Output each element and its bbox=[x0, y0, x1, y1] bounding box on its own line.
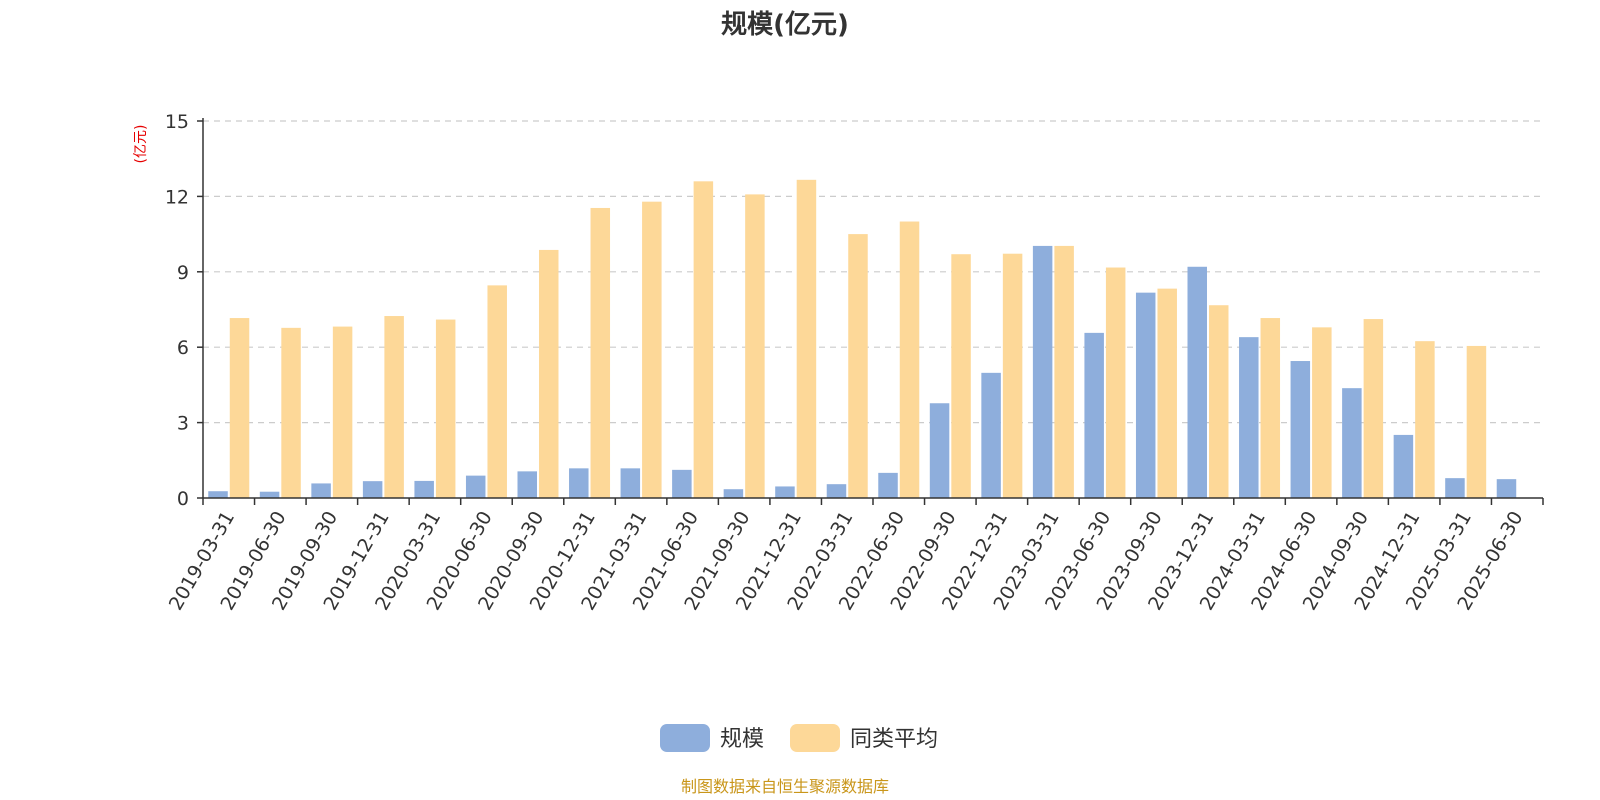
bar-peer-average bbox=[1415, 341, 1435, 498]
legend[interactable]: 规模 同类平均 bbox=[660, 724, 938, 752]
bar-size bbox=[259, 491, 280, 498]
bar-peer-average bbox=[487, 285, 507, 498]
y-tick-label: 6 bbox=[177, 337, 189, 359]
bar-series bbox=[208, 179, 1517, 499]
bar-peer-average bbox=[899, 221, 920, 499]
bar-peer-average bbox=[229, 318, 250, 498]
bar-size bbox=[208, 491, 228, 498]
bar-peer-average bbox=[384, 316, 404, 498]
bar-size bbox=[569, 468, 589, 498]
bar-peer-average bbox=[848, 234, 868, 498]
bar-peer-average bbox=[1260, 318, 1281, 498]
bar-size bbox=[723, 489, 744, 498]
bar-size bbox=[775, 486, 795, 498]
chart-title: 规模(亿元) bbox=[721, 10, 849, 40]
bar-peer-average bbox=[1054, 245, 1074, 498]
bar-peer-average bbox=[693, 181, 714, 498]
bar-peer-average bbox=[1466, 345, 1487, 498]
bar-peer-average bbox=[796, 179, 817, 498]
data-source-note: 制图数据来自恒生聚源数据库 bbox=[681, 777, 889, 796]
bar-size bbox=[1393, 434, 1414, 498]
bar-peer-average bbox=[435, 319, 456, 498]
bar-peer-average bbox=[642, 201, 662, 499]
y-tick-label: 3 bbox=[177, 413, 189, 435]
bar-size bbox=[1187, 266, 1207, 498]
bar-size bbox=[929, 403, 950, 498]
legend-label: 规模 bbox=[720, 727, 764, 752]
gridlines bbox=[203, 120, 1543, 424]
bar-size bbox=[414, 480, 434, 498]
bar-peer-average bbox=[1157, 288, 1177, 498]
bar-size bbox=[311, 483, 331, 498]
legend-label: 同类平均 bbox=[850, 727, 938, 752]
y-axis-ticks: 0 3 6 9 12 15 bbox=[165, 111, 203, 510]
bar-size bbox=[1135, 292, 1156, 498]
bar-peer-average bbox=[1312, 327, 1332, 498]
bar-peer-average bbox=[539, 249, 559, 498]
bar-peer-average bbox=[1002, 253, 1023, 498]
bar-size bbox=[878, 472, 898, 498]
bar-peer-average bbox=[590, 207, 611, 498]
bar-peer-average bbox=[332, 326, 353, 498]
bar-size bbox=[826, 484, 847, 498]
bar-size bbox=[1496, 479, 1517, 498]
bar-size bbox=[1239, 337, 1259, 498]
bar-peer-average bbox=[951, 254, 971, 498]
y-tick-label: 0 bbox=[177, 488, 189, 510]
bar-size bbox=[1032, 245, 1053, 498]
bar-size bbox=[465, 475, 486, 498]
y-tick-label: 12 bbox=[165, 186, 189, 208]
legend-swatch bbox=[660, 724, 710, 752]
bar-peer-average bbox=[1105, 267, 1126, 498]
bar-peer-average bbox=[281, 327, 301, 498]
bar-size bbox=[1342, 388, 1362, 498]
y-axis-unit-label: (亿元) bbox=[133, 125, 149, 164]
bar-size bbox=[1084, 332, 1104, 498]
bar-size bbox=[1445, 478, 1465, 498]
bar-peer-average bbox=[1363, 319, 1384, 498]
y-tick-label: 9 bbox=[177, 262, 189, 284]
y-tick-label: 15 bbox=[165, 111, 189, 133]
legend-swatch bbox=[790, 724, 840, 752]
bar-peer-average bbox=[745, 194, 765, 498]
bar-size bbox=[1290, 361, 1311, 498]
bar-size bbox=[981, 372, 1001, 498]
bar-size bbox=[620, 468, 641, 498]
bar-size bbox=[517, 471, 537, 498]
bar-peer-average bbox=[1209, 305, 1229, 498]
axes bbox=[202, 118, 1543, 499]
x-axis-ticks: 2019-03-312019-06-302019-09-302019-12-31… bbox=[165, 498, 1544, 614]
bar-size bbox=[672, 469, 692, 498]
bar-size bbox=[362, 481, 383, 498]
